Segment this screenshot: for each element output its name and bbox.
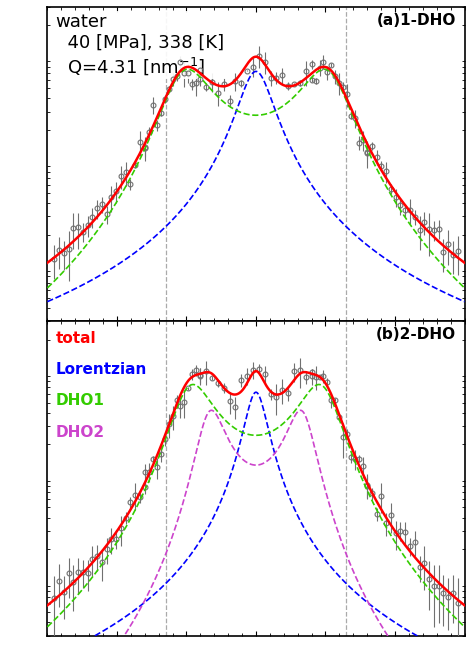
- Text: Lorentzian: Lorentzian: [56, 362, 147, 377]
- Text: water
  40 [MPa], 338 [K]
  Q=4.31 [nm$^{-1}$]: water 40 [MPa], 338 [K] Q=4.31 [nm$^{-1}…: [56, 13, 224, 77]
- Text: DHO1: DHO1: [56, 393, 105, 409]
- Text: (b)2-DHO: (b)2-DHO: [376, 327, 456, 343]
- Text: (a)1-DHO: (a)1-DHO: [377, 13, 456, 28]
- Text: DHO2: DHO2: [56, 425, 105, 440]
- Text: total: total: [56, 330, 96, 346]
